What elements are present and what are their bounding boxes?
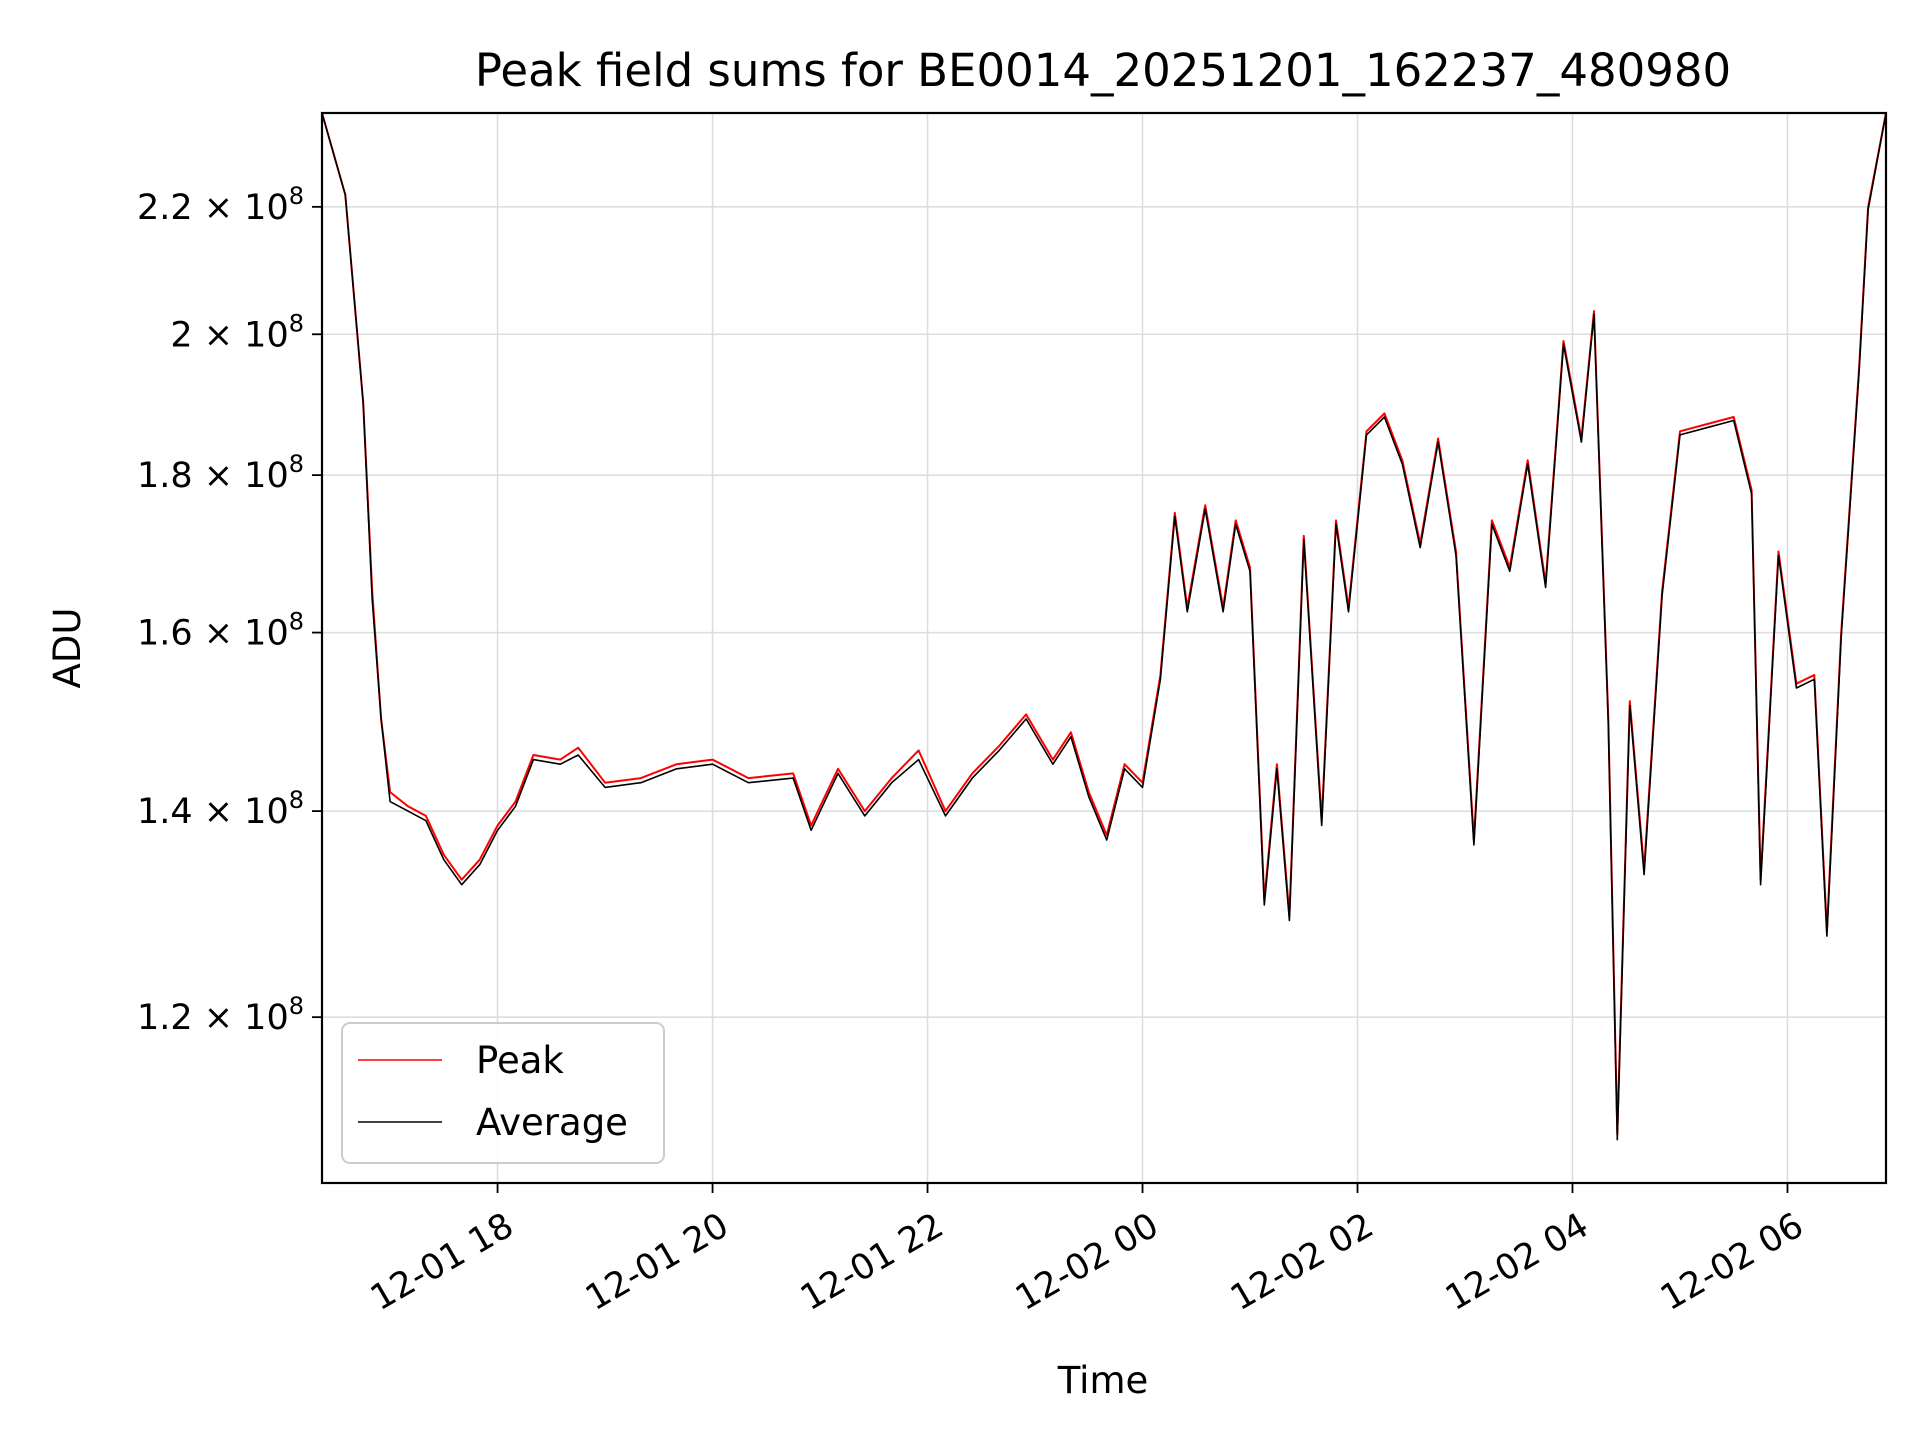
- y-axis-label: ADU: [46, 608, 89, 689]
- grid: [322, 113, 1886, 1183]
- y-tick-label: 2 × 108: [170, 309, 304, 355]
- series-line-average: [322, 113, 1886, 1141]
- plot-frame: [320, 111, 1888, 1185]
- y-tick-label: 1.4 × 108: [137, 786, 304, 832]
- x-axis-label: Time: [1057, 1359, 1149, 1402]
- y-tick-label: 2.2 × 108: [137, 182, 304, 228]
- chart-title: Peak field sums for BE0014_20251201_1622…: [475, 44, 1731, 97]
- y-axis-ticks: 1.2 × 108 1.4 × 108 1.6 × 108 1.8 × 108 2 × …: [137, 182, 322, 1038]
- y-tick-label: 1.8 × 108: [137, 450, 304, 496]
- legend-label-peak: Peak: [476, 1039, 564, 1082]
- legend: Peak Average: [341, 1022, 665, 1164]
- y-tick-label: 1.6 × 108: [137, 608, 304, 654]
- legend-label-average: Average: [476, 1101, 628, 1144]
- legend-box: [341, 1022, 665, 1164]
- y-tick-label: 1.2 × 108: [137, 992, 304, 1038]
- series-lines: [322, 113, 1886, 1141]
